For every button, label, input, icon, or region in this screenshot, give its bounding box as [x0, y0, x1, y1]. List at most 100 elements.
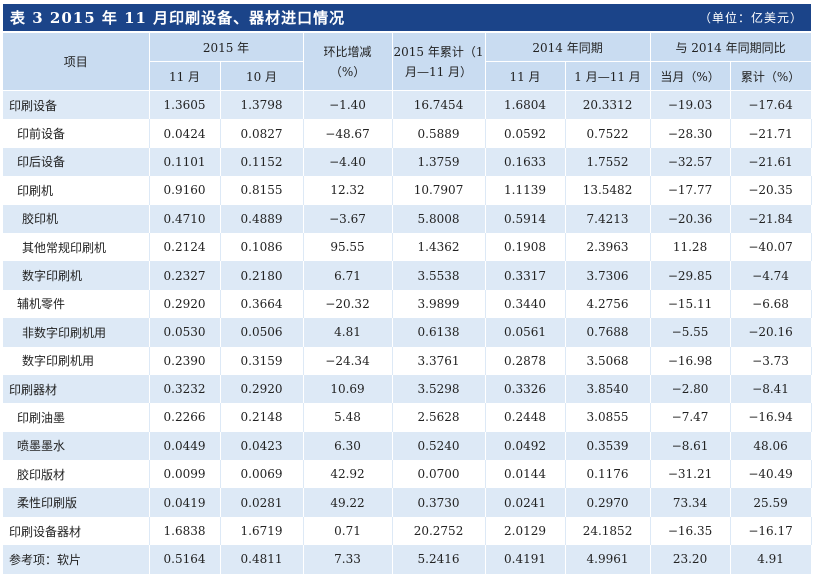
cell-cum-yoy: −21.71: [730, 119, 812, 148]
cell-nov-2014: 0.1908: [485, 232, 566, 262]
cell-cum-yoy: −40.49: [730, 460, 812, 489]
cell-nov-2014: 0.1633: [485, 147, 566, 177]
cell-cum-yoy: −16.94: [730, 403, 812, 432]
cell-nov-2015: 0.2327: [149, 261, 221, 290]
cell-cum-2015: 20.2752: [392, 516, 486, 546]
cell-oct-2015: 0.3159: [220, 346, 304, 375]
cell-cum-2015: 5.2416: [392, 545, 486, 574]
table-row: 印刷设备 1.3605 1.3798 −1.40 16.7454 1.6804 20.331…: [3, 90, 812, 120]
cell-nov-2014: 0.5914: [485, 204, 566, 233]
cell-oct-2015: 0.0827: [220, 119, 304, 148]
cell-cum-yoy: 48.06: [730, 431, 812, 461]
row-name: 印前设备: [3, 119, 150, 148]
row-name: 参考项：软片: [3, 545, 150, 574]
cell-cum-2015: 3.9899: [392, 289, 486, 319]
row-name: 辅机零件: [3, 289, 150, 319]
cell-month-yoy: −16.35: [650, 516, 731, 546]
table-row: 印刷机 0.9160 0.8155 12.32 10.7907 1.1139 13.5482…: [3, 176, 812, 205]
cell-oct-2015: 0.0506: [220, 318, 304, 347]
cell-cum-yoy: 25.59: [730, 488, 812, 517]
row-name: 印刷器材: [3, 374, 150, 404]
cell-cum-yoy: −20.16: [730, 318, 812, 347]
cell-cum-yoy: −40.07: [730, 232, 812, 262]
row-name: 柔性印刷版: [3, 488, 150, 517]
cell-oct-2015: 1.3798: [220, 90, 304, 120]
cell-cum-2014: 4.9961: [565, 545, 651, 574]
cell-nov-2015: 0.0419: [149, 488, 221, 517]
row-name: 印后设备: [3, 147, 150, 177]
cell-nov-2015: 0.3232: [149, 374, 221, 404]
header-group-2015: 2015 年: [149, 33, 304, 62]
header-cum-2014: 1 月—11 月: [565, 61, 651, 91]
cell-month-yoy: 73.34: [650, 488, 731, 517]
cell-nov-2015: 0.2124: [149, 232, 221, 262]
table-row: 印刷器材 0.3232 0.2920 10.69 3.5298 0.3326 3.8540−…: [3, 374, 812, 404]
unit-label: （单位：亿美元）: [698, 11, 803, 25]
cell-nov-2015: 0.1101: [149, 147, 221, 177]
cell-oct-2015: 0.2180: [220, 261, 304, 290]
cell-cum-yoy: −17.64: [730, 90, 812, 120]
cell-month-yoy: −16.98: [650, 346, 731, 375]
row-name: 数字印刷机: [3, 261, 150, 290]
cell-nov-2015: 0.9160: [149, 176, 221, 205]
cell-month-yoy: −29.85: [650, 261, 731, 290]
cell-oct-2015: 0.0423: [220, 431, 304, 461]
cell-cum-2015: 0.5889: [392, 119, 486, 148]
cell-nov-2015: 0.2390: [149, 346, 221, 375]
header-oct: 10 月: [220, 61, 304, 91]
cell-oct-2015: 0.0281: [220, 488, 304, 517]
cell-nov-2015: 0.2266: [149, 403, 221, 432]
cell-cum-yoy: −8.41: [730, 374, 812, 404]
cell-nov-2014: 0.3326: [485, 374, 566, 404]
cell-nov-2014: 1.6804: [485, 90, 566, 120]
table-row: 印后设备 0.1101 0.1152 −4.40 1.3759 0.1633 1.7552−…: [3, 147, 812, 177]
header-nov-2014: 11 月: [485, 61, 566, 91]
cell-oct-2015: 0.4811: [220, 545, 304, 574]
table-title: 表 3 2015 年 11 月印刷设备、器材进口情况: [10, 9, 346, 27]
table-row: 数字印刷机用 0.2390 0.3159 −24.34 3.3761 0.2878 3.50…: [3, 346, 812, 375]
cell-cum-2014: 2.3963: [565, 232, 651, 262]
cell-nov-2015: 1.6838: [149, 516, 221, 546]
cell-month-yoy: −8.61: [650, 431, 731, 461]
cell-cum-yoy: −6.68: [730, 289, 812, 319]
table-row: 参考项：软片 0.5164 0.4811 7.33 5.2416 0.4191 4.9961…: [3, 545, 812, 574]
cell-cum-yoy: −3.73: [730, 346, 812, 375]
cell-nov-2014: 2.0129: [485, 516, 566, 546]
header-row-2: 11 月 10 月 11 月 1 月—11 月 当月（%） 累计（%）: [3, 61, 812, 91]
cell-month-yoy: −7.47: [650, 403, 731, 432]
cell-oct-2015: 0.2920: [220, 374, 304, 404]
cell-oct-2015: 0.3664: [220, 289, 304, 319]
table-row: 印前设备 0.0424 0.0827 −48.67 0.5889 0.0592 0.7522…: [3, 119, 812, 148]
cell-oct-2015: 0.1152: [220, 147, 304, 177]
cell-cum-2014: 7.4213: [565, 204, 651, 233]
cell-cum-2015: 3.3761: [392, 346, 486, 375]
cell-cum-2015: 3.5538: [392, 261, 486, 290]
cell-oct-2015: 0.4889: [220, 204, 304, 233]
cell-mom-pct: 42.92: [303, 460, 393, 489]
header-mom: 环比增减（%）: [303, 33, 393, 91]
cell-mom-pct: −3.67: [303, 204, 393, 233]
table-row: 数字印刷机 0.2327 0.2180 6.71 3.5538 0.3317 3.7306−…: [3, 261, 812, 290]
cell-nov-2014: 0.0561: [485, 318, 566, 347]
header-group-2014: 2014 年同期: [485, 33, 651, 62]
cell-mom-pct: 10.69: [303, 374, 393, 404]
table-row: 辅机零件 0.2920 0.3664 −20.32 3.9899 0.3440 4.2756…: [3, 289, 812, 319]
cell-month-yoy: −5.55: [650, 318, 731, 347]
cell-cum-2015: 0.3730: [392, 488, 486, 517]
cell-cum-2014: 13.5482: [565, 176, 651, 205]
table-body: 印刷设备 1.3605 1.3798 −1.40 16.7454 1.6804 20.331…: [3, 90, 812, 574]
cell-cum-2014: 1.7552: [565, 147, 651, 177]
row-name: 喷墨墨水: [3, 431, 150, 461]
cell-cum-yoy: −21.61: [730, 147, 812, 177]
row-name: 印刷机: [3, 176, 150, 205]
row-name: 胶印机: [3, 204, 150, 233]
cell-oct-2015: 0.1086: [220, 232, 304, 262]
cell-cum-2014: 3.7306: [565, 261, 651, 290]
cell-mom-pct: −48.67: [303, 119, 393, 148]
table-row: 喷墨墨水 0.0449 0.0423 6.30 0.5240 0.0492 0.3539 −8…: [3, 431, 812, 461]
cell-cum-yoy: −21.84: [730, 204, 812, 233]
cell-cum-2014: 0.7688: [565, 318, 651, 347]
cell-nov-2014: 0.2878: [485, 346, 566, 375]
cell-mom-pct: 4.81: [303, 318, 393, 347]
cell-mom-pct: 6.71: [303, 261, 393, 290]
